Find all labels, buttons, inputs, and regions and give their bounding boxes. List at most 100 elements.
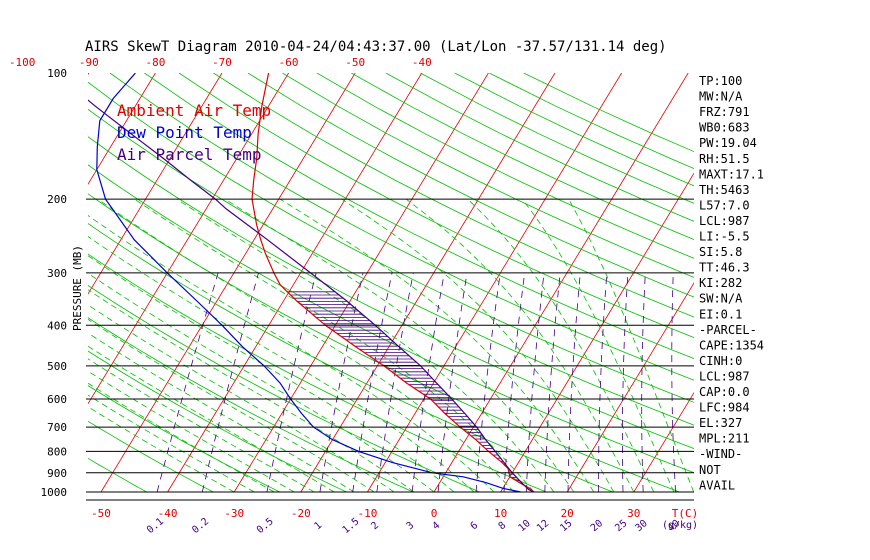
moist-adiabat-line — [568, 198, 694, 493]
mixing-ratio-label: 6 — [469, 520, 481, 532]
index-entry: KI:282 — [699, 276, 742, 290]
moist-adiabat-line — [88, 215, 495, 493]
dry-adiabat-line — [88, 81, 694, 403]
dry-adiabat-line — [88, 253, 547, 493]
moist-adiabat-line — [88, 272, 435, 493]
top-temp-tick-label: -100 — [9, 56, 36, 69]
top-temp-tick-label: -40 — [412, 56, 432, 69]
index-entry: TP:100 — [699, 74, 742, 88]
dry-adiabat-line — [282, 73, 694, 278]
mixing-ratio-label: 4 — [431, 520, 443, 532]
pressure-tick-label: 100 — [47, 67, 67, 80]
mixing-ratio-line — [598, 272, 608, 492]
moist-adiabat-line — [88, 370, 295, 493]
index-entry: SI:5.8 — [699, 245, 742, 259]
mixing-ratio-line — [437, 272, 468, 493]
index-entry: LI:-5.5 — [699, 230, 750, 244]
index-entry: PW:19.04 — [699, 136, 757, 150]
dry-adiabat-line — [144, 73, 694, 360]
mixing-ratio-label: 15 — [558, 518, 574, 534]
dew-point-line — [96, 73, 521, 493]
mixing-ratio-line — [156, 272, 219, 493]
mixing-ratio-line — [622, 272, 629, 493]
isotherm-line — [88, 73, 156, 185]
top-temp-tick-label: -70 — [212, 56, 232, 69]
bottom-temp-tick-label: -50 — [91, 507, 111, 520]
index-entry: TT:46.3 — [699, 261, 750, 275]
bottom-temp-tick-label: -30 — [224, 507, 244, 520]
mixing-ratio-line — [567, 272, 581, 493]
pressure-tick-label: 800 — [47, 445, 67, 458]
pressure-tick-label: 1000 — [41, 486, 68, 499]
moist-adiabat-line — [88, 236, 475, 493]
mixing-ratio-label: 0.5 — [255, 516, 276, 536]
mixing-ratio-label: 30 — [633, 518, 649, 534]
mixing-ratio-label: 12 — [535, 518, 551, 534]
mixing-ratio-label: 10 — [517, 518, 533, 534]
dry-adiabat-line — [88, 164, 694, 474]
legend-entry: Air Parcel Temp — [117, 145, 262, 164]
index-entry: LCL:987 — [699, 369, 750, 383]
legend-entry: Dew Point Temp — [117, 123, 252, 142]
profile-lines — [88, 73, 535, 493]
bottom-temp-tick-label: -40 — [158, 507, 178, 520]
index-entry: CAP:0.0 — [699, 385, 750, 399]
dry-adiabat-line — [88, 285, 480, 493]
mixing-ratio-label: 25 — [613, 518, 629, 534]
dry-adiabat-line — [88, 385, 280, 493]
bottom-temp-tick-label: 30 — [627, 507, 640, 520]
dry-adiabat-line — [109, 73, 694, 381]
pressure-tick-label: 200 — [47, 193, 67, 206]
pressure-tick-label: 400 — [47, 319, 67, 332]
index-entry: AVAIL — [699, 478, 735, 492]
index-entry: SW:N/A — [699, 292, 743, 306]
isotherm-line — [300, 73, 556, 493]
index-entry: TH:5463 — [699, 183, 750, 197]
index-entry: MAXT:17.1 — [699, 167, 764, 181]
isotherm-line — [100, 73, 356, 493]
dry-adiabat-line — [88, 193, 680, 493]
isotherm-line — [88, 73, 223, 295]
pressure-tick-label: 900 — [47, 467, 67, 480]
pressure-tick-label: 600 — [47, 393, 67, 406]
index-entry: MPL:211 — [699, 432, 750, 446]
index-entry: EL:327 — [699, 416, 742, 430]
dry-adiabat-line — [213, 73, 694, 318]
dry-adiabat-line — [88, 420, 214, 493]
background-grid — [88, 73, 694, 493]
bottom-temp-tick-label: 10 — [494, 507, 507, 520]
mixing-ratio-unit-label: (g/kg) — [662, 520, 698, 531]
mixing-ratio-line — [475, 272, 501, 493]
mixing-ratio-label: 0.2 — [190, 516, 211, 536]
mixing-ratio-line — [641, 272, 646, 493]
dry-adiabat-line — [247, 73, 694, 298]
moist-adiabat-line — [88, 394, 255, 493]
cape-hatch — [287, 291, 523, 485]
index-entry: LFC:984 — [699, 401, 750, 415]
mixing-ratio-line — [525, 272, 545, 493]
dry-adiabat-line — [178, 73, 694, 339]
dry-adiabat-line — [489, 73, 694, 169]
bottom-temp-tick-label: -20 — [291, 507, 311, 520]
mixing-ratio-line — [503, 272, 526, 493]
mixing-ratio-line — [266, 272, 317, 493]
moist-adiabat-line — [224, 198, 575, 493]
pressure-tick-label: 700 — [47, 421, 67, 434]
index-entry: FRZ:791 — [699, 105, 750, 119]
index-entry: LCL:987 — [699, 214, 750, 228]
dry-adiabat-line — [88, 223, 613, 493]
mixing-ratio-line — [352, 272, 393, 493]
parcel-temp-line — [88, 99, 535, 493]
top-temp-tick-label: -50 — [345, 56, 365, 69]
mixing-ratio-line — [376, 272, 414, 493]
top-temp-tick-label: -60 — [279, 56, 299, 69]
moist-adiabat-line — [405, 198, 635, 493]
mixing-ratio-line — [671, 272, 676, 493]
y-axis-label: PRESSURE (MB) — [71, 245, 84, 331]
bottom-temp-tick-label: 0 — [431, 507, 438, 520]
chart-title: AIRS SkewT Diagram 2010-04-24/04:43:37.0… — [85, 39, 667, 55]
index-entry: WB0:683 — [699, 121, 750, 135]
dry-adiabat-line — [88, 350, 347, 493]
